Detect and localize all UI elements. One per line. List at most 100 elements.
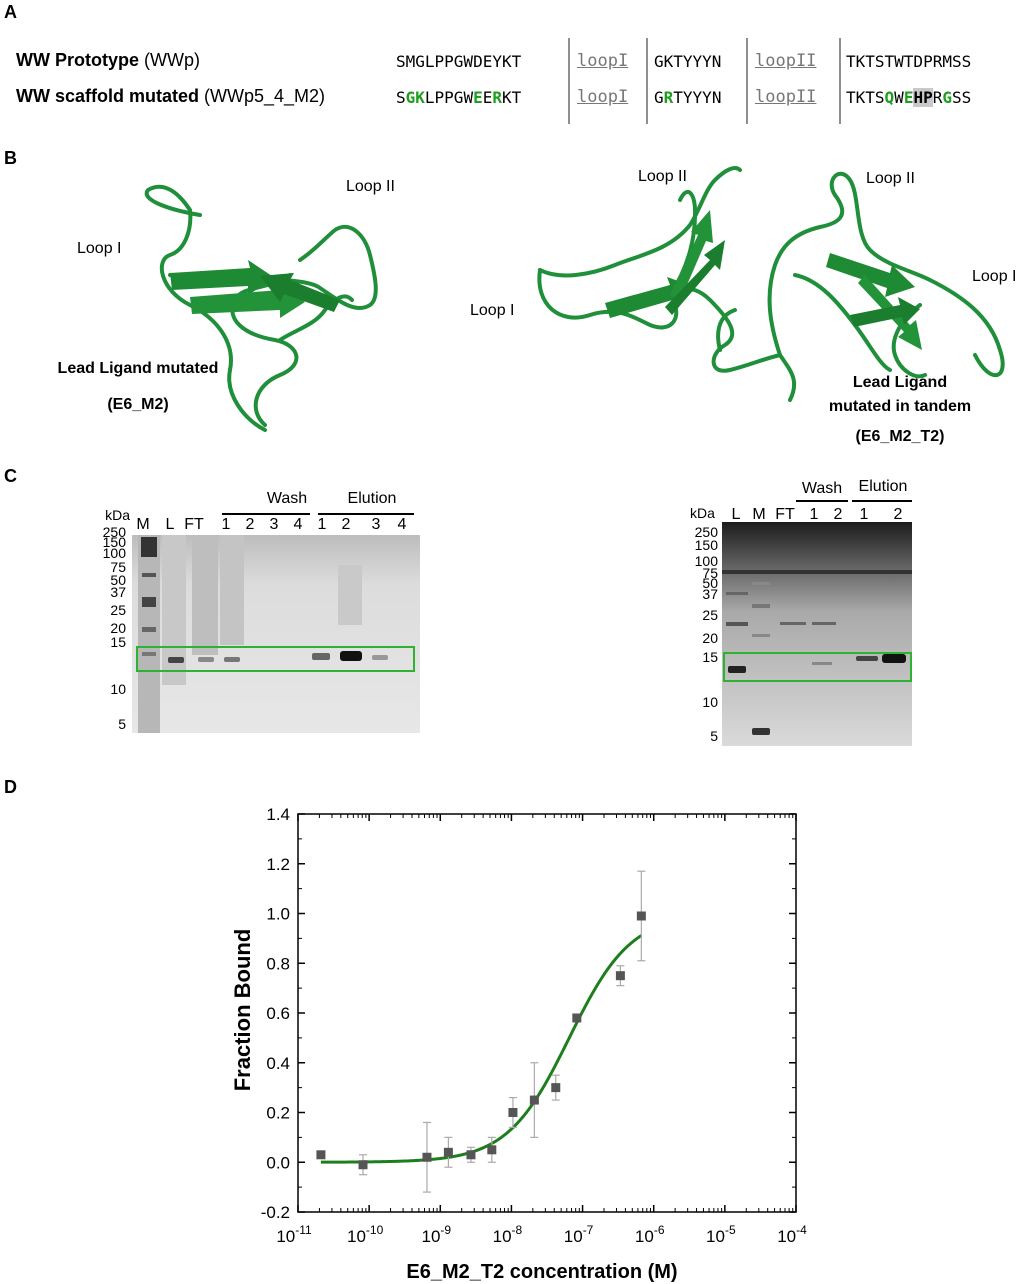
kda-label: kDa [105,507,130,523]
data-point [551,1083,561,1093]
lane-label: L [165,516,175,533]
lane-label: 4 [397,516,407,533]
marker-kda: 10 [702,694,718,710]
elution-bracket [852,500,912,502]
loop-ii-label: Loop II [346,178,395,195]
marker-kda: 10 [110,681,126,697]
marker-kda: 37 [110,584,126,600]
marker-kda: 100 [694,553,718,569]
y-tick-label: 0.2 [266,1104,290,1123]
data-point [422,1152,432,1162]
lane-label: 2 [245,516,255,533]
data-point [529,1095,539,1105]
binding-curve-chart: -0.2 0.0 0.2 0.4 0.6 0.8 1.0 1.2 1.4 10-11 10-10 10… [230,805,807,1283]
marker-kda: 150 [694,537,718,553]
data-point [487,1145,497,1155]
residue-run: GKTYYYN [654,52,722,71]
x-tick-label: 10-9 [421,1223,451,1246]
segment-divider [746,38,748,124]
lane-label: 3 [371,516,381,533]
mutated-residue: GK [405,88,425,107]
x-tick-label: 10-7 [564,1223,594,1246]
data-point [572,1013,582,1023]
protein-structure-e6-m2 [144,184,378,432]
x-tick-label: 10-11 [276,1223,312,1246]
mutated-residue: E [473,88,483,107]
marker-kda: 25 [702,607,718,623]
loop-i-label: Loop I [77,240,122,257]
elution-label: Elution [858,478,908,495]
marker-kda: 20 [702,630,718,646]
data-point [358,1160,368,1170]
protein-structure-e6-m2-t2 [537,166,1005,402]
panel-label-b: B [4,148,17,168]
residue-run: SMGLPPGWDEYKT [396,52,522,71]
data-point [443,1147,453,1157]
data-point [636,911,646,921]
lane-label: 2 [833,506,843,523]
wash-label: Wash [801,480,843,497]
data-point [466,1150,476,1160]
y-tick-label: 0.6 [266,1004,290,1023]
data-point [615,971,625,981]
mutated-residue: E [903,88,914,107]
mutated-residue: R [663,88,674,107]
y-tick-label: 0.0 [266,1153,290,1172]
marker-kda: 75 [110,559,126,575]
lane-label: L [731,506,741,523]
x-tick-label: 10-5 [706,1223,736,1246]
residue-run: TKTS [846,88,885,107]
loop-i-label-right: Loop I [972,268,1017,285]
sds-page-gel-1 [132,535,420,733]
marker-kda: 250 [102,524,126,540]
wash-bracket [796,500,848,502]
lane-label: 1 [317,516,327,533]
target-band-box [136,646,415,672]
marker-kda: 100 [102,545,126,561]
marker-kda: 25 [110,602,126,618]
elution-bracket [318,513,414,515]
structure-caption: Lead Ligand mutated [57,360,219,377]
lane-label: 1 [809,506,819,523]
sequence-name-prototype: WW Prototype (WWp) [16,50,200,70]
lane-label: 1 [859,506,869,523]
structure-caption: mutated in tandem [828,398,972,415]
loop-ii-label-right: Loop II [866,170,915,187]
data-point [508,1108,518,1117]
mutated-residue: Q [884,88,895,107]
segment-divider [568,38,570,124]
y-tick-label: -0.2 [261,1203,290,1222]
y-tick-label: 0.8 [266,954,290,973]
wash-label: Wash [266,490,308,507]
highlighted-residue: HP [913,88,933,107]
marker-kda: 15 [110,634,126,650]
residue-run: SS [952,88,972,107]
lane-label: 2 [893,506,903,523]
lane-label: M [752,506,766,523]
marker-kda: 50 [702,575,718,591]
y-tick-label: 1.2 [266,855,290,874]
x-axis-label: E6_M2_T2 concentration (M) [406,1261,677,1283]
marker-kda: 75 [702,565,718,581]
loop-i-label-left: Loop I [470,302,515,319]
x-tick-label: 10-4 [777,1223,807,1246]
panel-label-c: C [4,466,17,486]
residue-run: KT [502,88,522,107]
sequence-segment-2: GKTYYYN [654,52,721,71]
sequence-segment-1: SMGLPPGWDEYKT [396,52,521,71]
residue-run: TYYYN [673,88,722,107]
x-tick-label: 10-6 [635,1223,665,1246]
mutated-residue: R [492,88,502,107]
loop-i-placeholder: loopI [577,87,629,107]
sequence-name-mutated: WW scaffold mutated (WWp5_4_M2) [16,86,326,106]
y-tick-label: 1.0 [266,905,290,924]
structure-caption-id: (E6_M2) [107,396,169,413]
data-point [316,1150,326,1160]
residue-run: W [894,88,904,107]
fit-curve [320,934,643,1164]
sequence-segment-3: TKTSTWTDPRMSS [846,52,971,71]
marker-kda: 15 [702,649,718,665]
residue-run: G [654,88,664,107]
marker-kda: 37 [702,586,718,602]
residue-run: LPPGW [424,88,474,107]
